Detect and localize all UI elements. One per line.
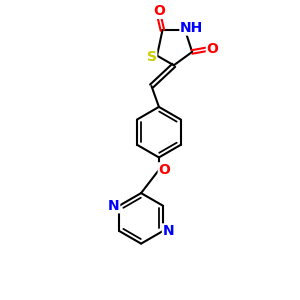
Text: N: N <box>108 199 120 213</box>
Text: NH: NH <box>180 21 203 35</box>
Text: O: O <box>206 42 218 56</box>
Text: S: S <box>147 50 157 64</box>
Text: N: N <box>163 224 174 238</box>
Text: O: O <box>153 4 165 18</box>
Text: O: O <box>158 163 170 177</box>
